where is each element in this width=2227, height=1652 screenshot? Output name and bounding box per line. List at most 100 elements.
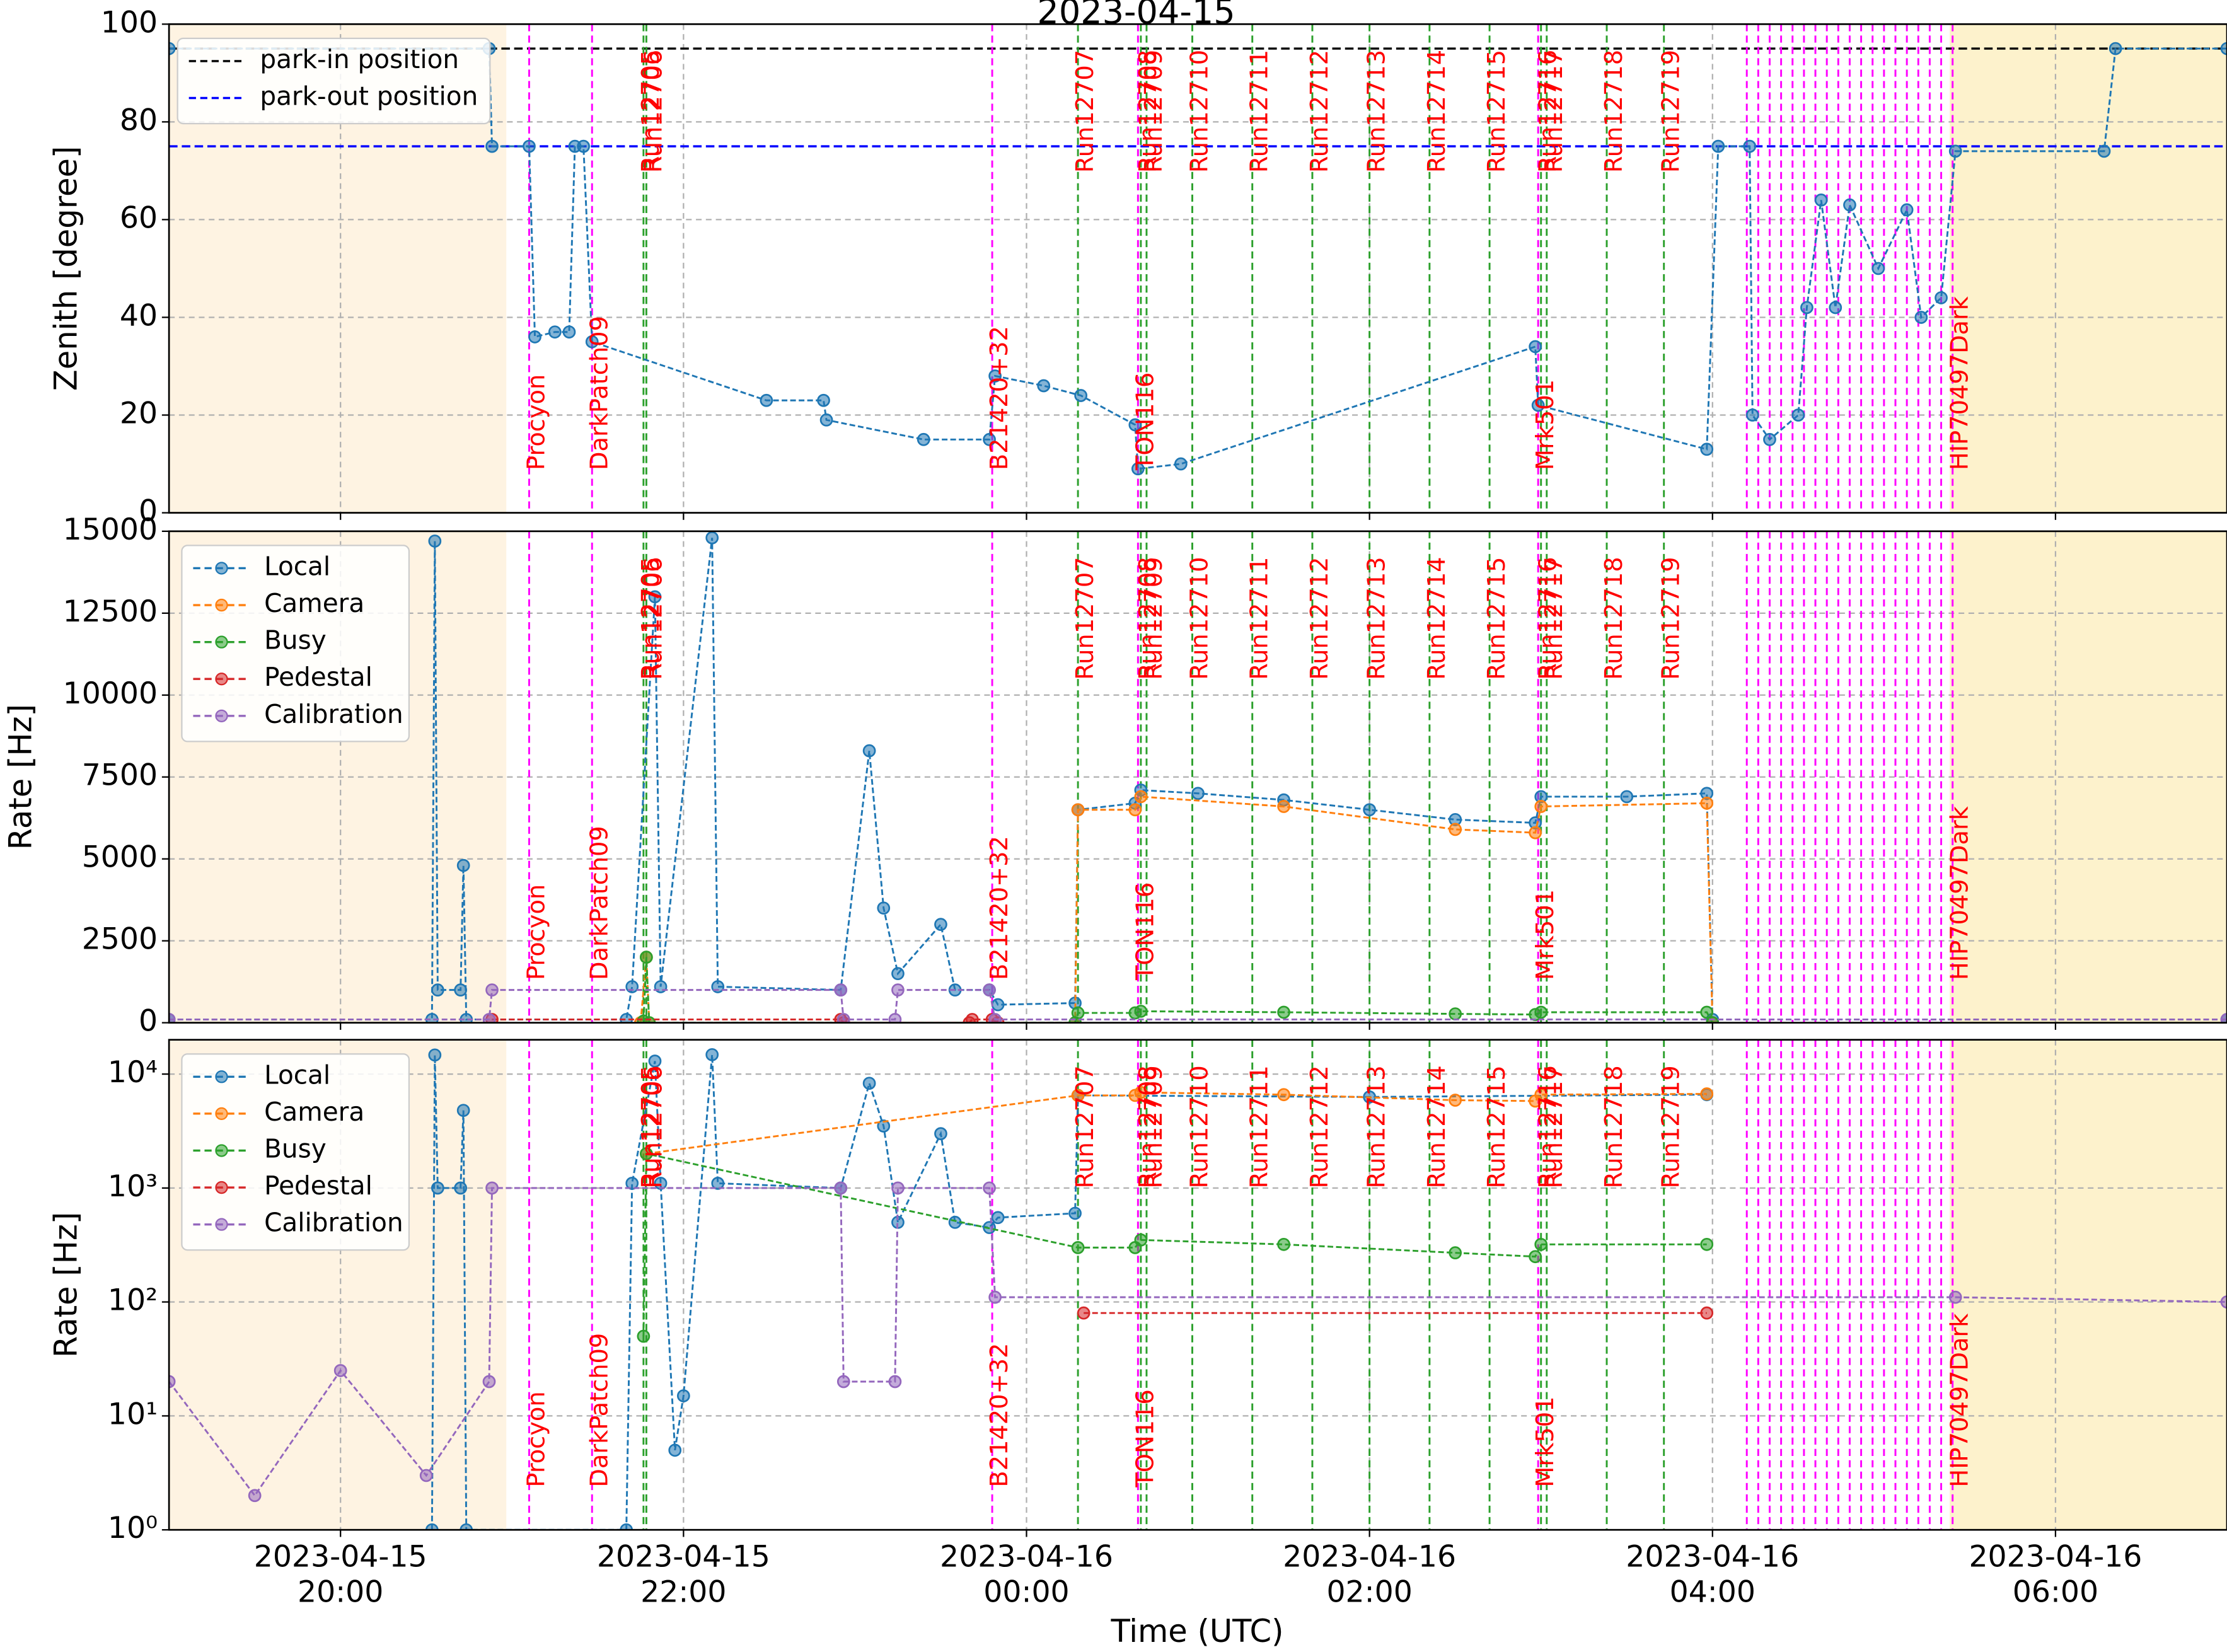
data-point [1914,311,1928,324]
run-label: Run12718 [1600,1065,1628,1188]
legend-label: Local [264,1060,330,1090]
x-tick-label: 04:00 [1670,1575,1756,1610]
data-point [877,901,891,915]
data-point [1077,1306,1090,1320]
run-label: Run12711 [1246,557,1274,679]
data-point [454,1181,468,1195]
data-point [1745,408,1759,422]
data-point [862,744,876,758]
legend-label: Calibration [264,699,403,729]
run-label: Run12710 [1186,557,1214,679]
run-label: Run12708 [1134,50,1162,173]
data-point [625,1177,639,1190]
series-line [169,47,2227,470]
data-point [1711,139,1725,153]
run-label: Run12706 [639,50,668,173]
y-tick-label: 60 [120,200,158,235]
x-tick-label: 2023-04-16 [940,1539,1113,1574]
run-label: Run12716 [1534,1065,1563,1188]
data-point [1134,1085,1148,1099]
data-point [705,1048,719,1061]
data-point [1174,457,1188,471]
x-tick-label: 00:00 [983,1575,1069,1610]
data-point [637,1329,651,1343]
run-label: Run12710 [1186,50,1214,173]
data-point [988,369,1002,383]
data-point [485,139,499,153]
data-point [1814,194,1828,207]
x-tick-label: 02:00 [1326,1575,1412,1610]
data-point [2220,1013,2227,1023]
run-label: Run12714 [1423,1065,1451,1188]
run-label: Run12718 [1600,557,1628,679]
legend-marker [215,673,228,686]
source-label: TON116 [1131,1389,1159,1487]
run-label: Run12714 [1423,557,1451,679]
legend-label: Camera [264,1097,364,1127]
data-point [648,1054,662,1068]
data-point [1700,1087,1714,1100]
data-point [1529,826,1542,840]
data-point [1134,790,1148,804]
data-point [431,1181,444,1195]
data-point [836,1375,850,1389]
y-tick-label: 2500 [82,922,158,957]
run-label: Run12706 [639,557,668,679]
y-tick-label: 10⁴ [108,1055,158,1090]
data-point [760,393,773,407]
y-tick-label: 20 [120,396,158,431]
data-point [1363,803,1377,817]
x-tick-label: 22:00 [640,1575,726,1610]
data-point [1791,408,1805,422]
run-label: Run12709 [1140,557,1168,679]
data-point [1071,1089,1085,1102]
legend-marker [215,598,228,612]
data-point [888,1013,902,1023]
y-tick-label: 15000 [63,512,158,547]
y-tick-label: 100 [101,5,158,40]
data-point [988,1013,1002,1023]
data-point [983,1181,996,1195]
run-label: Run12717 [1540,1065,1568,1188]
data-point [1529,340,1542,354]
data-point [934,1127,947,1140]
source-label: Mrk501 [1531,1396,1559,1487]
y-axis-label: Rate [Hz] [48,1212,84,1358]
axes-frame [168,1039,2227,1531]
data-point [834,983,848,997]
source-label: Procyon [523,374,551,470]
run-label: Run12711 [1246,1065,1274,1188]
x-tick-label: 2023-04-16 [1283,1539,1456,1574]
y-tick-label: 10⁰ [108,1511,158,1545]
figure-title: 2023-04-15 [1037,0,1235,32]
data-point [1700,1306,1714,1320]
data-point [991,1211,1005,1225]
run-label: Run12715 [1483,1065,1511,1188]
data-point [1743,139,1757,153]
data-point [548,325,562,339]
run-label: Run12711 [1246,50,1274,173]
y-tick-label: 10000 [63,676,158,711]
legend-label: Busy [264,1133,327,1164]
data-point [676,1389,690,1402]
run-label: Run12715 [1483,50,1511,173]
legend-marker [215,635,228,649]
data-point [1534,1005,1548,1019]
data-point [836,1013,850,1023]
source-label: TON116 [1131,373,1159,471]
series-line [169,989,2227,1020]
data-point [169,42,176,55]
data-point [248,1489,262,1503]
run-label: Run12708 [1134,1065,1162,1188]
data-point [1948,144,1962,158]
data-point [1935,291,1948,304]
source-label: B21420+32 [985,326,1014,470]
legend-box [181,545,410,742]
legend-label: Calibration [264,1208,403,1238]
data-point [482,1013,496,1023]
data-point [169,1013,176,1023]
x-axis-label: Time (UTC) [1110,1613,1283,1649]
data-point [1531,398,1545,412]
data-point [1277,1005,1290,1019]
legend-box [176,37,491,125]
